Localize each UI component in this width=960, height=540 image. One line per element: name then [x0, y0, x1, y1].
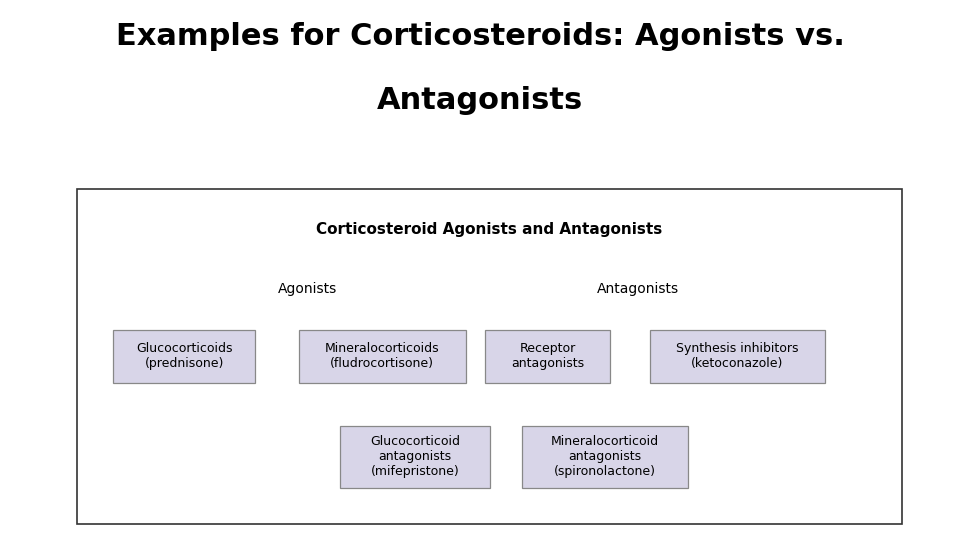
Text: Mineralocorticoids
(fludrocortisone): Mineralocorticoids (fludrocortisone)	[324, 342, 440, 370]
Text: Glucocorticoid
antagonists
(mifepristone): Glucocorticoid antagonists (mifepristone…	[371, 435, 460, 478]
Text: Receptor
antagonists: Receptor antagonists	[511, 342, 584, 370]
Text: Glucocorticoids
(prednisone): Glucocorticoids (prednisone)	[136, 342, 232, 370]
Text: Mineralocorticoid
antagonists
(spironolactone): Mineralocorticoid antagonists (spironola…	[551, 435, 660, 478]
Text: Antagonists: Antagonists	[377, 86, 583, 116]
Text: Examples for Corticosteroids: Agonists vs.: Examples for Corticosteroids: Agonists v…	[115, 22, 845, 51]
Text: Agonists: Agonists	[278, 282, 338, 296]
Text: Synthesis inhibitors
(ketoconazole): Synthesis inhibitors (ketoconazole)	[676, 342, 799, 370]
Text: Antagonists: Antagonists	[597, 282, 680, 296]
Text: Corticosteroid Agonists and Antagonists: Corticosteroid Agonists and Antagonists	[317, 222, 662, 237]
